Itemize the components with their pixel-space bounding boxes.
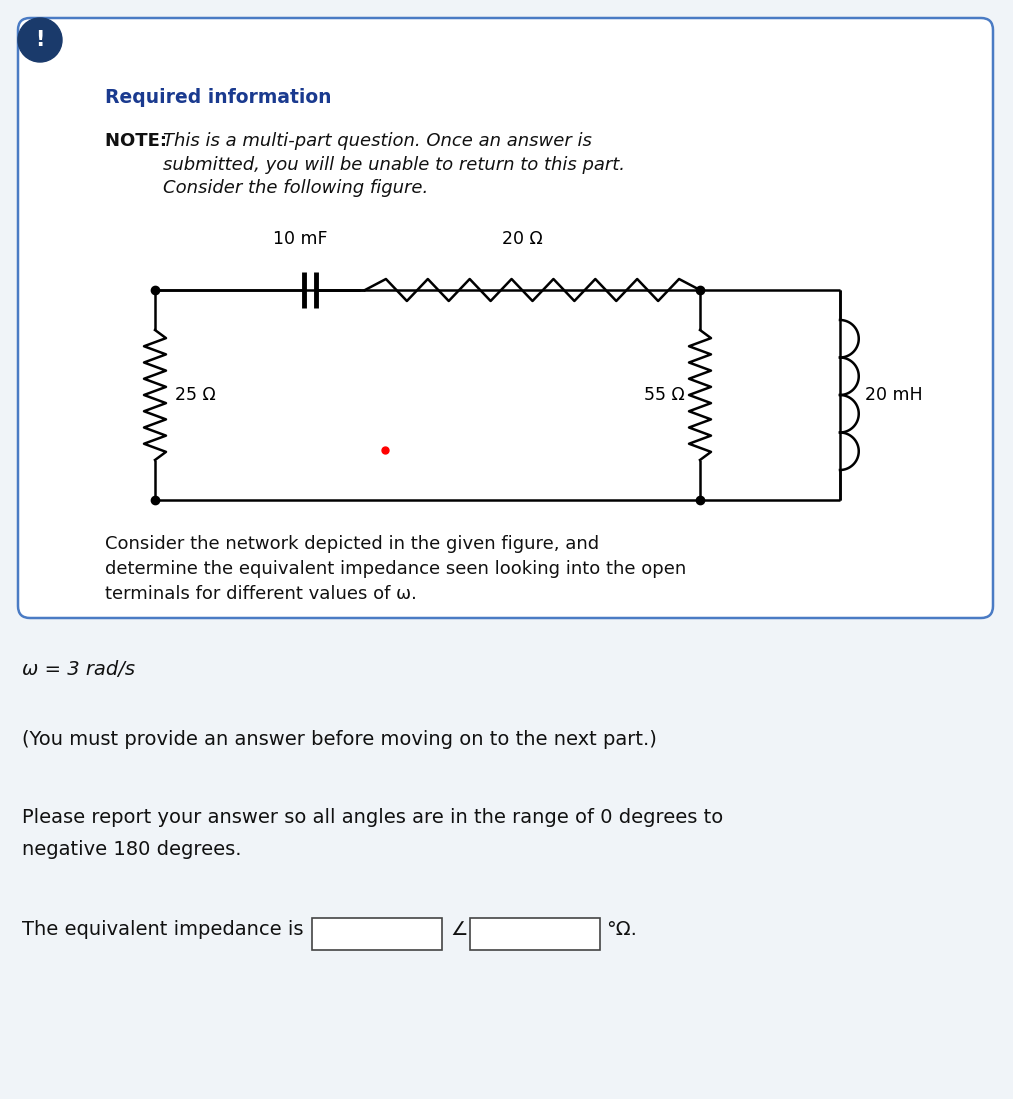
Text: 10 mF: 10 mF (272, 230, 327, 248)
Circle shape (18, 18, 62, 62)
Text: 55 Ω: 55 Ω (644, 386, 685, 404)
Text: 20 Ω: 20 Ω (501, 230, 542, 248)
Text: ω = 3 rad/s: ω = 3 rad/s (22, 660, 135, 679)
Text: The equivalent impedance is: The equivalent impedance is (22, 920, 304, 939)
FancyBboxPatch shape (18, 18, 993, 618)
Text: 20 mH: 20 mH (865, 386, 923, 404)
Text: 25 Ω: 25 Ω (175, 386, 216, 404)
Text: Please report your answer so all angles are in the range of 0 degrees to: Please report your answer so all angles … (22, 808, 723, 828)
FancyBboxPatch shape (470, 918, 600, 950)
FancyBboxPatch shape (312, 918, 442, 950)
Text: This is a multi-part question. Once an answer is
submitted, you will be unable t: This is a multi-part question. Once an a… (163, 132, 625, 197)
Text: Consider the network depicted in the given figure, and
determine the equivalent : Consider the network depicted in the giv… (105, 535, 686, 603)
Text: negative 180 degrees.: negative 180 degrees. (22, 840, 241, 859)
Text: (You must provide an answer before moving on to the next part.): (You must provide an answer before movin… (22, 730, 656, 750)
Text: ∠: ∠ (450, 920, 468, 939)
Text: NOTE:: NOTE: (105, 132, 173, 149)
Text: °Ω.: °Ω. (606, 920, 637, 939)
Text: !: ! (35, 30, 45, 49)
Text: Required information: Required information (105, 88, 331, 107)
